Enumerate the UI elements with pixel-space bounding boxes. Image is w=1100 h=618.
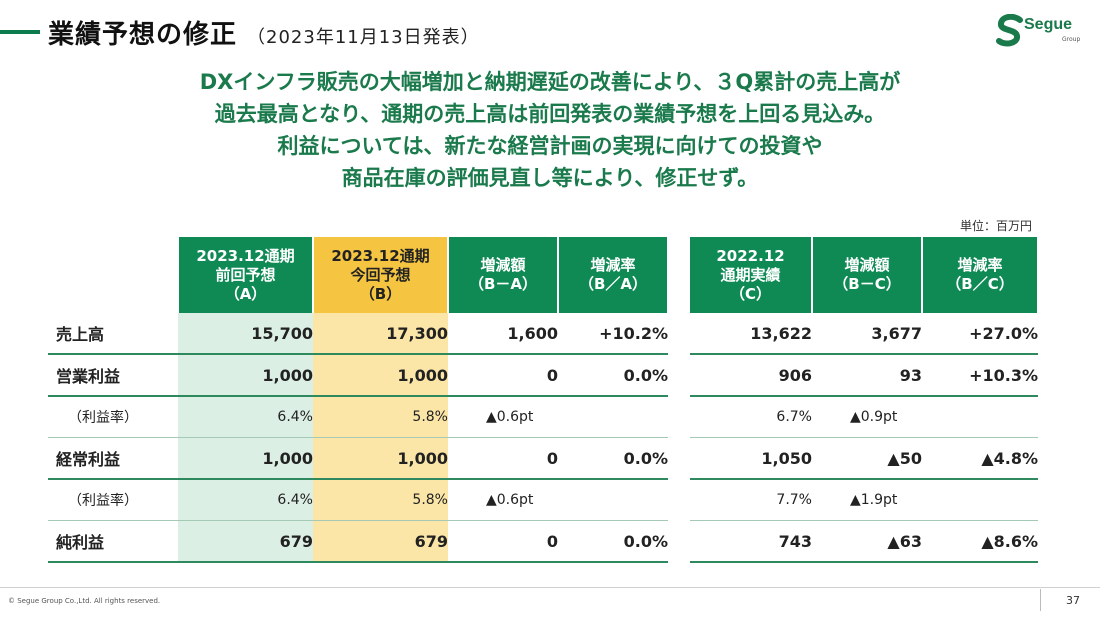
cell-diff-bc: ▲63	[812, 520, 922, 563]
header-prior-actual: 2022.12 通期実績 （C）	[690, 237, 813, 313]
cell-rate-bc: +27.0%	[922, 313, 1038, 355]
cell-prior-actual: 13,622	[690, 313, 812, 355]
title-date: （2023年11月13日発表）	[247, 27, 480, 48]
table-row: 純利益 679 679 0 0.0%	[48, 520, 668, 563]
table-row: 売上高 15,700 17,300 1,600 +10.2%	[48, 313, 668, 355]
header-prev-forecast: 2023.12通期 前回予想 （A）	[178, 237, 314, 313]
page-number-separator	[1040, 589, 1041, 611]
cell-rate-bc	[922, 479, 1038, 521]
logo-subtext: Group	[1062, 36, 1081, 43]
table-row: （利益率） 6.4% 5.8% ▲0.6pt	[48, 396, 668, 438]
table-row: 1,050 ▲50 ▲4.8%	[690, 437, 1038, 480]
cell-rate-ba: +10.2%	[558, 313, 668, 355]
cell-prior-actual: 7.7%	[690, 479, 812, 521]
logo-wordmark: Segue	[1024, 16, 1073, 33]
segue-logo-mark	[996, 14, 1023, 47]
cell-diff-bc: 93	[812, 354, 922, 397]
cell-diff-ba: 1,600	[448, 313, 558, 355]
cell-prev-forecast: 1,000	[178, 354, 313, 397]
unit-label: 単位：百万円	[959, 219, 1032, 233]
cell-new-forecast: 5.8%	[313, 479, 448, 521]
row-label: 純利益	[48, 520, 178, 563]
cell-rate-ba: 0.0%	[558, 437, 668, 480]
row-label: （利益率）	[48, 479, 178, 521]
row-label: 営業利益	[48, 354, 178, 397]
table-row: 743 ▲63 ▲8.6%	[690, 520, 1038, 563]
cell-rate-bc: ▲4.8%	[922, 437, 1038, 480]
header-diff-bc: 増減額 （B－C）	[812, 237, 923, 313]
table-row: （利益率） 6.4% 5.8% ▲0.6pt	[48, 479, 668, 521]
cell-rate-ba	[558, 479, 668, 521]
cell-prior-actual: 743	[690, 520, 812, 563]
cell-diff-ba: 0	[448, 437, 558, 480]
header-new-forecast: 2023.12通期 今回予想 （B）	[313, 237, 449, 313]
row-label: 経常利益	[48, 437, 178, 480]
forecast-table: 2023.12通期 前回予想 （A） 2023.12通期 今回予想 （B） 増減…	[48, 237, 669, 563]
table-row: 経常利益 1,000 1,000 0 0.0%	[48, 437, 668, 480]
cell-diff-ba: 0	[448, 520, 558, 563]
cell-rate-bc: +10.3%	[922, 354, 1038, 397]
cell-diff-bc: ▲1.9pt	[812, 479, 922, 521]
cell-rate-bc: ▲8.6%	[922, 520, 1038, 563]
cell-new-forecast: 1,000	[313, 437, 448, 480]
header-rate-ba: 増減率 （B／A）	[558, 237, 669, 313]
cell-rate-ba: 0.0%	[558, 354, 668, 397]
cell-diff-ba: ▲0.6pt	[448, 396, 558, 438]
cell-prev-forecast: 6.4%	[178, 479, 313, 521]
cell-diff-ba: ▲0.6pt	[448, 479, 558, 521]
cell-new-forecast: 679	[313, 520, 448, 563]
cell-diff-bc: ▲0.9pt	[812, 396, 922, 438]
cell-prev-forecast: 15,700	[178, 313, 313, 355]
page-title: 業績予想の修正 （2023年11月13日発表）	[48, 14, 480, 51]
headline-line: 利益については、新たな経営計画の実現に向けての投資や	[277, 134, 823, 158]
cell-new-forecast: 1,000	[313, 354, 448, 397]
cell-rate-ba: 0.0%	[558, 520, 668, 563]
table-row: 7.7% ▲1.9pt	[690, 479, 1038, 521]
header-blank	[48, 237, 179, 313]
headline-line: DXインフラ販売の大幅増加と納期遅延の改善により、３Q累計の売上高が	[199, 70, 901, 94]
table-row: 906 93 +10.3%	[690, 354, 1038, 397]
cell-new-forecast: 5.8%	[313, 396, 448, 438]
headline-line: 商品在庫の評価見直し等により、修正せず。	[341, 166, 759, 190]
cell-diff-bc: ▲50	[812, 437, 922, 480]
table-row: 営業利益 1,000 1,000 0 0.0%	[48, 354, 668, 397]
cell-prior-actual: 1,050	[690, 437, 812, 480]
headline-message: DXインフラ販売の大幅増加と納期遅延の改善により、３Q累計の売上高が 過去最高と…	[60, 66, 1040, 194]
cell-prior-actual: 906	[690, 354, 812, 397]
cell-new-forecast: 17,300	[313, 313, 448, 355]
row-label: 売上高	[48, 313, 178, 355]
cell-diff-bc: 3,677	[812, 313, 922, 355]
row-label: （利益率）	[48, 396, 178, 438]
cell-diff-ba: 0	[448, 354, 558, 397]
headline-line: 過去最高となり、通期の売上高は前回発表の業績予想を上回る見込み。	[214, 102, 886, 126]
cell-rate-bc	[922, 396, 1038, 438]
cell-prev-forecast: 1,000	[178, 437, 313, 480]
segue-logo: Segue Group	[996, 12, 1088, 50]
cell-rate-ba	[558, 396, 668, 438]
copyright-text: © Segue Group Co.,Ltd. All rights reserv…	[8, 597, 161, 605]
cell-prev-forecast: 679	[178, 520, 313, 563]
page-number: 37	[1066, 594, 1080, 607]
cell-prior-actual: 6.7%	[690, 396, 812, 438]
table-row: 6.7% ▲0.9pt	[690, 396, 1038, 438]
cell-prev-forecast: 6.4%	[178, 396, 313, 438]
table-row: 13,622 3,677 +27.0%	[690, 313, 1038, 355]
header-diff-ba: 増減額 （B－A）	[448, 237, 559, 313]
title-accent-bar	[0, 30, 40, 34]
footer-divider	[0, 587, 1100, 588]
comparison-table: 2022.12 通期実績 （C） 増減額 （B－C） 増減率 （B／C） 13,…	[690, 237, 1039, 563]
title-text: 業績予想の修正	[48, 20, 238, 50]
header-rate-bc: 増減率 （B／C）	[922, 237, 1039, 313]
